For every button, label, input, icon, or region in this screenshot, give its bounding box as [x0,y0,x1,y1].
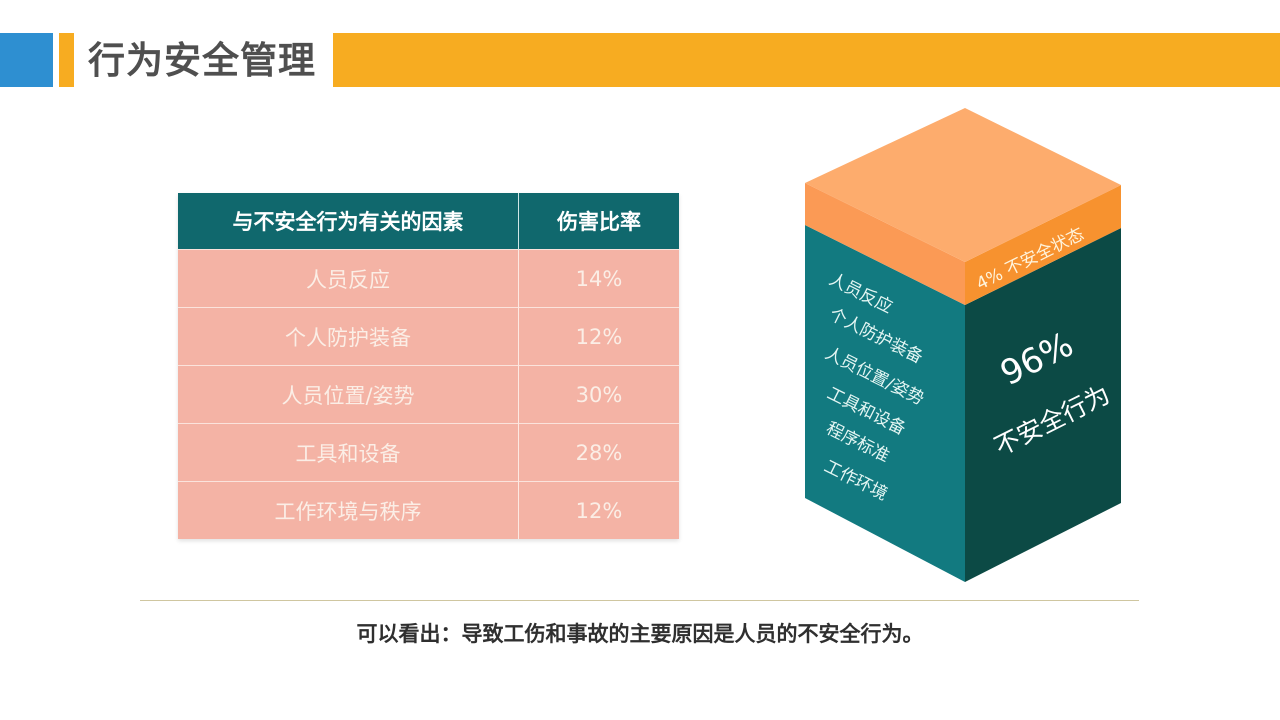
rate-cell: 12% [518,481,679,539]
column-header-rate: 伤害比率 [518,193,679,250]
header-orange-accent [59,33,74,87]
cube-band-left [805,183,965,305]
left-face-item: 工具和设备 [824,384,909,440]
left-face-items: 人员反应 个人防护装备 人员位置/姿势 工具和设备 程序标准 工作环境 [821,270,927,505]
table-row: 人员位置/姿势 30% [178,365,679,424]
left-face-item: 个人防护装备 [826,305,926,368]
page-title: 行为安全管理 [88,39,316,82]
rate-cell: 30% [518,365,679,424]
table-row: 工具和设备 28% [178,423,679,482]
factor-cell: 人员位置/姿势 [178,365,519,424]
unsafe-behavior-percent: 96% [994,325,1079,395]
left-face-item: 程序标准 [823,419,893,467]
table-header-row: 与不安全行为有关的因素 伤害比率 [178,193,679,250]
header-blue-block [0,33,53,87]
cube-left-face [805,225,965,582]
left-face-item: 工作环境 [821,457,891,505]
rate-cell: 28% [518,423,679,482]
header-orange-bar [333,33,1280,87]
left-face-item: 人员反应 [826,270,896,318]
cube-top-face [805,108,1121,262]
table-row: 个人防护装备 12% [178,307,679,366]
cube-band-right [965,185,1121,305]
rate-cell: 12% [518,307,679,366]
factor-cell: 人员反应 [178,249,519,308]
factor-cell: 工具和设备 [178,423,519,482]
unsafe-behavior-label: 不安全行为 [990,380,1115,462]
column-header-factor: 与不安全行为有关的因素 [178,193,519,250]
divider-line [140,600,1139,601]
unsafe-state-label: 4% 不安全状态 [973,224,1087,294]
table-row: 工作环境与秩序 12% [178,481,679,539]
table-row: 人员反应 14% [178,249,679,308]
conclusion-text: 可以看出：导致工伤和事故的主要原因是人员的不安全行为。 [356,622,924,646]
cube-right-face [965,228,1121,582]
left-face-item: 人员位置/姿势 [822,344,927,410]
rate-cell: 14% [518,249,679,308]
factor-table: 与不安全行为有关的因素 伤害比率 人员反应 14% 个人防护装备 12% 人员位… [178,193,679,539]
factor-cell: 个人防护装备 [178,307,519,366]
factor-cell: 工作环境与秩序 [178,481,519,539]
